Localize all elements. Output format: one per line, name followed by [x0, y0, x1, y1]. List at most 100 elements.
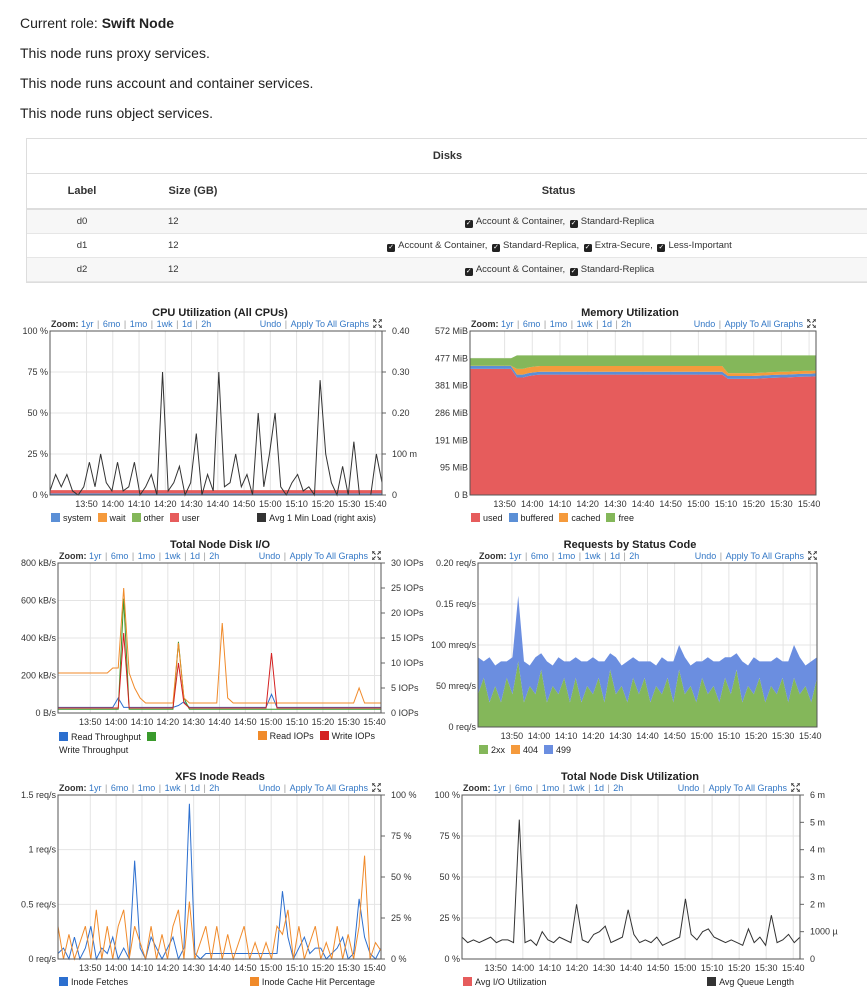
zoom-1wk[interactable]: 1wk	[164, 783, 181, 793]
apply-all-link[interactable]: Apply To All Graphs	[708, 783, 787, 793]
checkbox-icon[interactable]: ✓	[583, 243, 592, 252]
apply-all-link[interactable]: Apply To All Graphs	[290, 319, 369, 329]
zoom-1mo[interactable]: 1mo	[137, 783, 156, 793]
zoom-2h[interactable]: 2h	[629, 551, 640, 561]
apply-all-link[interactable]: Apply To All Graphs	[289, 551, 368, 561]
zoom-1yr[interactable]: 1yr	[81, 319, 94, 329]
x-tick-label: 15:30	[337, 963, 360, 973]
series-line-avg-1-min-load-right-axis-	[49, 371, 383, 497]
zoom-6mo[interactable]: 6mo	[110, 551, 129, 561]
zoom-6mo[interactable]: 6mo	[102, 319, 121, 329]
zoom-1d[interactable]: 1d	[609, 551, 620, 561]
fullscreen-icon[interactable]	[808, 551, 817, 560]
zoom-1yr[interactable]: 1yr	[509, 551, 522, 561]
chart-canvas[interactable]: 13:50 14:00 14:10 14:20 14:30 14:40 14:50 15:00…	[430, 539, 830, 764]
zoom-6mo[interactable]: 6mo	[522, 319, 541, 329]
checkbox-icon[interactable]: ✓	[569, 219, 578, 228]
zoom-6mo[interactable]: 6mo	[530, 551, 549, 561]
zoom-2h[interactable]: 2h	[613, 783, 624, 793]
undo-link[interactable]: Undo	[259, 319, 282, 329]
undo-link[interactable]: Undo	[258, 783, 281, 793]
checkbox-icon[interactable]: ✓	[657, 243, 666, 252]
zoom-6mo[interactable]: 6mo	[514, 783, 533, 793]
apply-all-link[interactable]: Apply To All Graphs	[289, 783, 368, 793]
zoom-1yr[interactable]: 1yr	[493, 783, 506, 793]
fullscreen-icon[interactable]	[791, 783, 800, 792]
y2-tick-label: 100 %	[391, 790, 417, 800]
fullscreen-icon[interactable]	[372, 551, 381, 560]
zoom-1d[interactable]: 1d	[189, 551, 200, 561]
zoom-1mo[interactable]: 1mo	[137, 551, 156, 561]
zoom-2h[interactable]: 2h	[209, 783, 220, 793]
disk-row: d1 12 ✓ Account & Container, ✓ Standard-Repl…	[27, 233, 867, 258]
checkbox-icon[interactable]: ✓	[464, 267, 473, 276]
zoom-separator: |	[102, 551, 110, 561]
legend-left: 2xx 404 499	[479, 745, 577, 755]
legend-item: Avg Queue Length	[707, 977, 794, 987]
x-tick-label: 15:40	[798, 499, 821, 509]
zoom-1wk[interactable]: 1wk	[156, 319, 173, 329]
legend-left: Read Throughput Write Throughput	[59, 731, 169, 757]
chart-canvas[interactable]: 13:50 14:00 14:10 14:20 14:30 14:40 14:50 15:00…	[20, 307, 420, 532]
x-tick-label: 15:30	[337, 717, 360, 727]
zoom-1yr[interactable]: 1yr	[89, 551, 102, 561]
checkbox-icon[interactable]: ✓	[492, 243, 501, 252]
checkbox-icon[interactable]: ✓	[569, 267, 578, 276]
zoom-separator: |	[200, 551, 209, 561]
zoom-2h[interactable]: 2h	[621, 319, 632, 329]
zoom-6mo[interactable]: 6mo	[110, 783, 129, 793]
zoom-1wk[interactable]: 1wk	[584, 551, 601, 561]
zoom-1wk[interactable]: 1wk	[568, 783, 585, 793]
legend-label: used	[483, 513, 503, 523]
zoom-1d[interactable]: 1d	[189, 783, 200, 793]
x-tick-label: 14:00	[105, 963, 128, 973]
zoom-2h[interactable]: 2h	[201, 319, 212, 329]
x-tick-label: 15:10	[285, 499, 308, 509]
chart-canvas[interactable]: 13:50 14:00 14:10 14:20 14:30 14:40 14:50 15:00…	[430, 771, 837, 996]
fullscreen-icon[interactable]	[807, 319, 816, 328]
zoom-1d[interactable]: 1d	[601, 319, 612, 329]
zoom-2h[interactable]: 2h	[209, 551, 220, 561]
x-tick-label: 14:00	[105, 717, 128, 727]
zoom-1wk[interactable]: 1wk	[576, 319, 593, 329]
graph-disk-utilization: Total Node Disk Utilization Zoom: 1yr | 6…	[430, 771, 837, 996]
fullscreen-icon[interactable]	[373, 319, 382, 328]
zoom-1wk[interactable]: 1wk	[164, 551, 181, 561]
disk-tag: Extra-Secure,	[594, 239, 653, 251]
chart-canvas[interactable]: 13:50 14:00 14:10 14:20 14:30 14:40 14:50 15:00…	[430, 307, 830, 532]
zoom-separator: |	[568, 319, 576, 329]
x-tick-label: 14:00	[512, 963, 535, 973]
checkbox-icon[interactable]: ✓	[387, 243, 396, 252]
zoom-separator: |	[281, 783, 289, 793]
zoom-1mo[interactable]: 1mo	[557, 551, 576, 561]
legend-swatch	[146, 732, 156, 741]
chart-canvas[interactable]: 13:50 14:00 14:10 14:20 14:30 14:40 14:50 15:00…	[20, 539, 424, 764]
zoom-label: Zoom:	[51, 319, 81, 329]
x-tick-label: 15:40	[364, 499, 387, 509]
zoom-1yr[interactable]: 1yr	[89, 783, 102, 793]
zoom-1d[interactable]: 1d	[181, 319, 192, 329]
apply-all-link[interactable]: Apply To All Graphs	[725, 551, 804, 561]
legend-label: other	[143, 513, 165, 523]
chart-canvas[interactable]: 13:50 14:00 14:10 14:20 14:30 14:40 14:50 15:00…	[20, 771, 420, 996]
checkbox-icon[interactable]: ✓	[464, 219, 473, 228]
undo-link[interactable]: Undo	[258, 551, 281, 561]
zoom-separator: |	[604, 783, 613, 793]
apply-all-link[interactable]: Apply To All Graphs	[724, 319, 803, 329]
undo-link[interactable]: Undo	[677, 783, 700, 793]
series-line-read-throughput	[58, 692, 381, 708]
x-tick-label: 15:20	[728, 963, 751, 973]
zoom-1mo[interactable]: 1mo	[129, 319, 148, 329]
undo-link[interactable]: Undo	[693, 319, 716, 329]
undo-link[interactable]: Undo	[694, 551, 717, 561]
zoom-1d[interactable]: 1d	[593, 783, 604, 793]
disk-tag: Account & Container,	[475, 263, 566, 275]
zoom-1mo[interactable]: 1mo	[549, 319, 568, 329]
fullscreen-icon[interactable]	[372, 783, 381, 792]
zoom-separator: |	[121, 319, 129, 329]
zoom-1yr[interactable]: 1yr	[501, 319, 514, 329]
zoom-1mo[interactable]: 1mo	[541, 783, 560, 793]
zoom-separator: |	[192, 319, 201, 329]
graph-status-codes: Requests by Status Code Zoom: 1yr | 6mo |…	[430, 539, 830, 764]
plot-frame	[57, 794, 382, 960]
